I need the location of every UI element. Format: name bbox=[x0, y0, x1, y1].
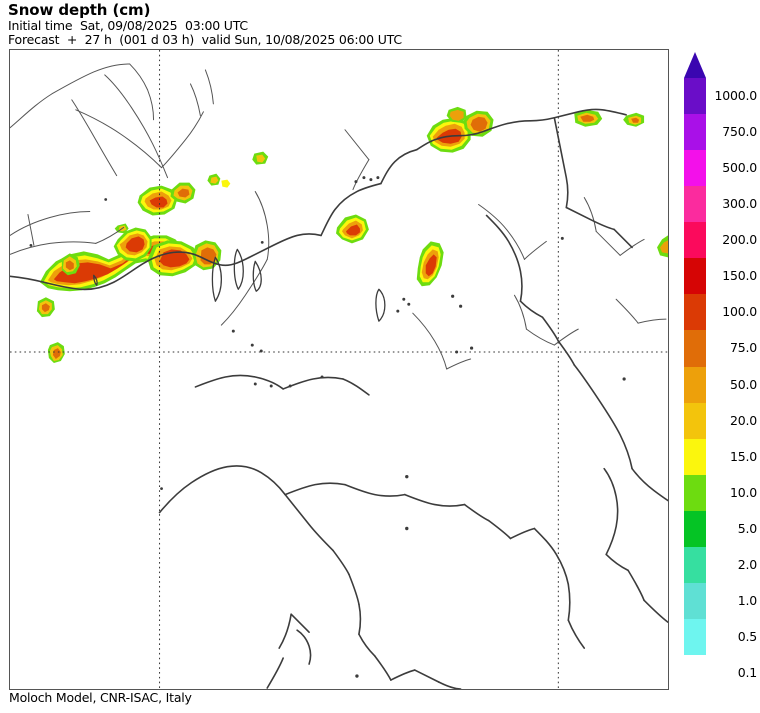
page-title: Snow depth (cm) bbox=[8, 1, 151, 19]
colorbar bbox=[684, 52, 706, 655]
initial-time-line: Initial time Sat, 09/08/2025 03:00 UTC bbox=[8, 18, 248, 33]
colorbar-band bbox=[684, 186, 706, 223]
model-credit: Moloch Model, CNR-ISAC, Italy bbox=[9, 690, 192, 705]
colorbar-tick-label: 1000.0 bbox=[714, 88, 757, 104]
graticule bbox=[10, 50, 668, 689]
colorbar-tick-label: 100.0 bbox=[722, 304, 757, 320]
colorbar-tick-label: 10.0 bbox=[729, 484, 757, 500]
colorbar-band bbox=[684, 294, 706, 331]
coastlines-and-borders bbox=[10, 63, 668, 689]
colorbar-band bbox=[684, 330, 706, 367]
forecast-line: Forecast + 27 h (001 d 03 h) valid Sun, … bbox=[8, 32, 402, 47]
colorbar-band bbox=[684, 402, 706, 439]
colorbar-tick-label: 50.0 bbox=[729, 376, 757, 392]
colorbar-tick-label: 500.0 bbox=[722, 160, 757, 176]
colorbar-tick-label: 300.0 bbox=[722, 196, 757, 212]
colorbar-tick-label: 75.0 bbox=[729, 340, 757, 356]
colorbar-tick-label: 2.0 bbox=[737, 556, 757, 572]
colorbar-bands bbox=[684, 78, 706, 655]
colorbar-band bbox=[684, 258, 706, 295]
colorbar-labels: 1000.0 750.0 500.0 300.0 200.0 150.0 100.0 75.0… bbox=[706, 52, 760, 679]
colorbar-band bbox=[684, 366, 706, 403]
colorbar-tick-label: 20.0 bbox=[729, 412, 757, 428]
colorbar-band bbox=[684, 438, 706, 475]
snow-depth-field bbox=[36, 106, 668, 364]
colorbar-band bbox=[684, 222, 706, 259]
colorbar-tick-label: 1.0 bbox=[737, 592, 757, 608]
colorbar-band bbox=[684, 150, 706, 187]
colorbar-band bbox=[684, 618, 706, 655]
colorbar-tick-label: 150.0 bbox=[722, 268, 757, 284]
colorbar-tick-label: 750.0 bbox=[722, 124, 757, 140]
colorbar-over-arrow bbox=[684, 52, 706, 78]
colorbar-tick-label: 0.1 bbox=[737, 665, 757, 681]
colorbar-band bbox=[684, 510, 706, 547]
colorbar-tick-label: 200.0 bbox=[722, 232, 757, 248]
map-panel[interactable] bbox=[9, 49, 669, 690]
colorbar-band bbox=[684, 546, 706, 583]
colorbar-tick-label: 5.0 bbox=[737, 520, 757, 536]
header: Snow depth (cm) Initial time Sat, 09/08/… bbox=[8, 2, 668, 47]
colorbar-band bbox=[684, 78, 706, 115]
colorbar-band bbox=[684, 582, 706, 619]
colorbar-tick-label: 0.5 bbox=[737, 628, 757, 644]
map-graphic bbox=[10, 50, 668, 689]
colorbar-band bbox=[684, 114, 706, 151]
colorbar-band bbox=[684, 474, 706, 511]
colorbar-tick-label: 15.0 bbox=[729, 448, 757, 464]
